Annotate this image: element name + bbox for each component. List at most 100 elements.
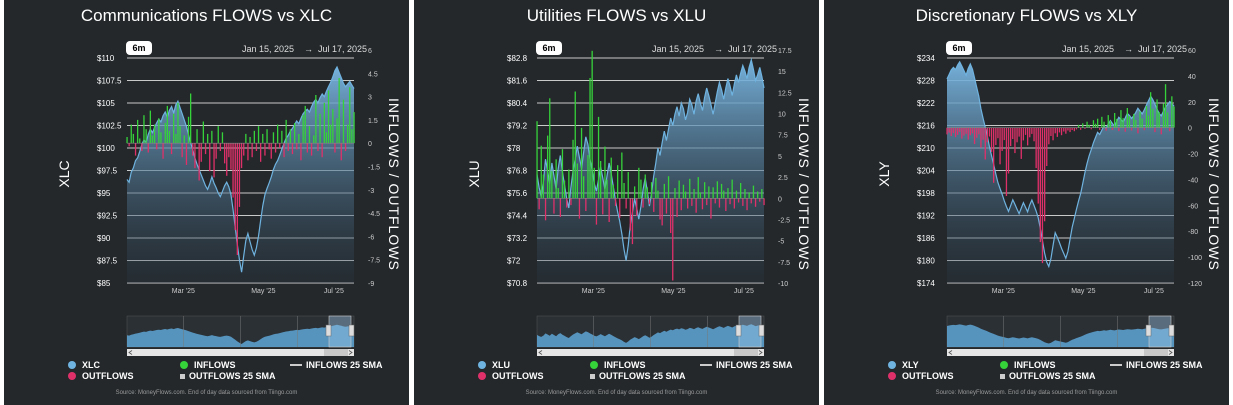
- date-to[interactable]: Jul 17, 2025: [728, 44, 778, 54]
- scrollbar-thumb[interactable]: [1144, 349, 1168, 356]
- legend-outflows[interactable]: OUTFLOWS: [888, 371, 954, 381]
- inflow-bar: [704, 182, 706, 199]
- navigator-handle-left[interactable]: [1145, 324, 1152, 337]
- outflow-bar: [181, 143, 183, 158]
- outflow-bar: [676, 198, 678, 217]
- chart-svg: $234 $228 $222 $216 $210 $204 $198 $192 $186 $180…: [917, 48, 1202, 356]
- navigator-handle-right[interactable]: [1168, 324, 1175, 337]
- inflow-bar: [177, 102, 179, 144]
- legend-inflows[interactable]: INFLOWS: [180, 360, 236, 370]
- navigator-selection[interactable]: [328, 315, 352, 348]
- outflow-bar: [251, 143, 253, 158]
- navigator-selection[interactable]: [1148, 315, 1172, 348]
- date-to[interactable]: Jul 17, 2025: [1138, 44, 1188, 54]
- legend-label: INFLOWS: [604, 360, 646, 370]
- scrollbar-track[interactable]: [537, 349, 764, 356]
- inflow-bar: [720, 183, 723, 199]
- outflow-bar: [680, 198, 682, 211]
- scrollbar-track[interactable]: [947, 349, 1174, 356]
- outflow-bar: [321, 143, 323, 158]
- inflows-dot-icon: [590, 361, 598, 369]
- date-arrow: →: [1124, 44, 1133, 54]
- scroll-left-icon[interactable]: [538, 350, 543, 355]
- scroll-left-icon[interactable]: [948, 350, 953, 355]
- inflow-bar: [667, 176, 670, 199]
- inflow-bar: [132, 133, 134, 144]
- legend-ticker[interactable]: XLU: [478, 360, 510, 370]
- outflow-bar: [1063, 127, 1065, 132]
- ticker-dot-icon: [888, 361, 896, 369]
- y-tick-label: $97.5: [97, 167, 118, 176]
- outflow-bar: [759, 198, 761, 202]
- scrollbar-thumb[interactable]: [324, 349, 348, 356]
- outflow-bar: [1046, 127, 1048, 166]
- inflow-bar: [266, 129, 268, 144]
- outflow-bar: [198, 143, 200, 181]
- date-from[interactable]: Jan 15, 2025: [652, 44, 705, 54]
- scroll-left-icon[interactable]: [128, 350, 133, 355]
- outflow-bar: [969, 127, 971, 136]
- y-tick-label: $210: [917, 144, 935, 153]
- legend-outflows[interactable]: OUTFLOWS: [68, 371, 134, 381]
- legend-inflows-sma[interactable]: INFLOWS 25 SMA: [290, 360, 383, 370]
- outflow-bar: [997, 127, 999, 139]
- navigator-handle-left[interactable]: [735, 324, 742, 337]
- y2-axis-title: INFLOWS / OUTFLOWS: [386, 98, 402, 271]
- inflow-bar: [678, 180, 680, 199]
- inflow-bar: [1097, 118, 1099, 128]
- scroll-right-icon[interactable]: [758, 350, 763, 355]
- inflow-bar: [221, 132, 224, 144]
- outflow-bar: [1007, 127, 1010, 174]
- outflow-bar: [538, 198, 540, 210]
- inflow-bar: [272, 132, 275, 144]
- inflow-bar: [139, 138, 141, 144]
- y-tick-label: $76.8: [507, 167, 528, 176]
- legend-outflows-sma[interactable]: OUTFLOWS 25 SMA: [180, 371, 276, 381]
- legend-outflows-sma[interactable]: OUTFLOWS 25 SMA: [1000, 371, 1096, 381]
- inflow-bar: [1120, 110, 1122, 128]
- outflow-bar: [226, 143, 228, 176]
- inflow-bar: [638, 167, 640, 199]
- date-arrow: →: [304, 44, 313, 54]
- legend-inflows-sma[interactable]: INFLOWS 25 SMA: [700, 360, 793, 370]
- date-from[interactable]: Jan 15, 2025: [1062, 44, 1115, 54]
- inflow-bar: [655, 177, 657, 199]
- date-to[interactable]: Jul 17, 2025: [318, 44, 368, 54]
- inflow-bar: [1152, 108, 1154, 128]
- inflow-bar: [1167, 112, 1169, 128]
- legend-ticker[interactable]: XLC: [68, 360, 100, 370]
- chart-panel-discretionary: $234 $228 $222 $216 $210 $204 $198 $192 $186 $180…: [824, 0, 1229, 405]
- outflow-bar: [230, 143, 232, 170]
- legend-outflows[interactable]: OUTFLOWS: [478, 371, 544, 381]
- outflow-bar: [990, 127, 993, 152]
- range-selector-button[interactable]: 6m: [536, 41, 562, 55]
- inflow-bar: [640, 179, 642, 199]
- legend-inflows[interactable]: INFLOWS: [590, 360, 646, 370]
- outflow-bar: [954, 127, 957, 138]
- scrollbar-track[interactable]: [127, 349, 354, 356]
- scrollbar-thumb[interactable]: [734, 349, 758, 356]
- outflow-bar: [344, 143, 347, 151]
- navigator-handle-right[interactable]: [758, 324, 765, 337]
- range-selector-button[interactable]: 6m: [126, 41, 152, 55]
- inflow-bar: [580, 127, 583, 199]
- legend-inflows-sma[interactable]: INFLOWS 25 SMA: [1110, 360, 1203, 370]
- inflow-bar: [1116, 118, 1118, 128]
- inflow-bar: [536, 121, 538, 199]
- inflow-bar: [1092, 120, 1095, 128]
- range-selector-button[interactable]: 6m: [946, 41, 972, 55]
- inflow-bar: [542, 174, 544, 199]
- outflow-bar: [725, 198, 727, 211]
- outflow-bar: [763, 198, 765, 206]
- legend-outflows-sma[interactable]: OUTFLOWS 25 SMA: [590, 371, 686, 381]
- date-from[interactable]: Jan 15, 2025: [242, 44, 295, 54]
- navigator-selection[interactable]: [738, 315, 762, 348]
- inflow-bar: [164, 123, 166, 144]
- legend-ticker[interactable]: XLY: [888, 360, 919, 370]
- scroll-right-icon[interactable]: [348, 350, 353, 355]
- inflow-bar: [145, 129, 147, 144]
- navigator-handle-right[interactable]: [348, 324, 355, 337]
- legend-inflows[interactable]: INFLOWS: [1000, 360, 1056, 370]
- navigator-handle-left[interactable]: [325, 324, 332, 337]
- scroll-right-icon[interactable]: [1168, 350, 1173, 355]
